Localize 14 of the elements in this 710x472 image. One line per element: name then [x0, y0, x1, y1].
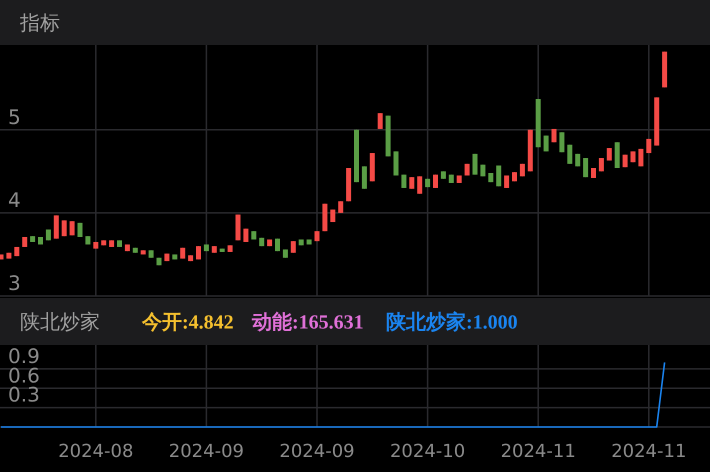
- x-tick-label: 2024-11: [611, 441, 686, 462]
- chart-title: 陕北炒家: [20, 310, 100, 334]
- x-tick-label: 2024-09: [168, 441, 244, 462]
- x-tick-label: 2024-10: [390, 441, 466, 462]
- chart-title: 指标: [19, 10, 60, 34]
- x-tick-label: 2024-09: [279, 441, 355, 462]
- y-tick-label: 4: [8, 188, 21, 212]
- x-tick-label: 2024-08: [58, 441, 134, 462]
- text: 动能:165.631: [251, 310, 364, 334]
- text: 今开:4.842: [141, 312, 234, 334]
- x-tick-label: 2024-11: [500, 441, 576, 462]
- y-tick-label: 3: [8, 271, 21, 295]
- text: 陕北炒家:1.000: [386, 310, 518, 334]
- y-tick-label: 5: [8, 104, 21, 129]
